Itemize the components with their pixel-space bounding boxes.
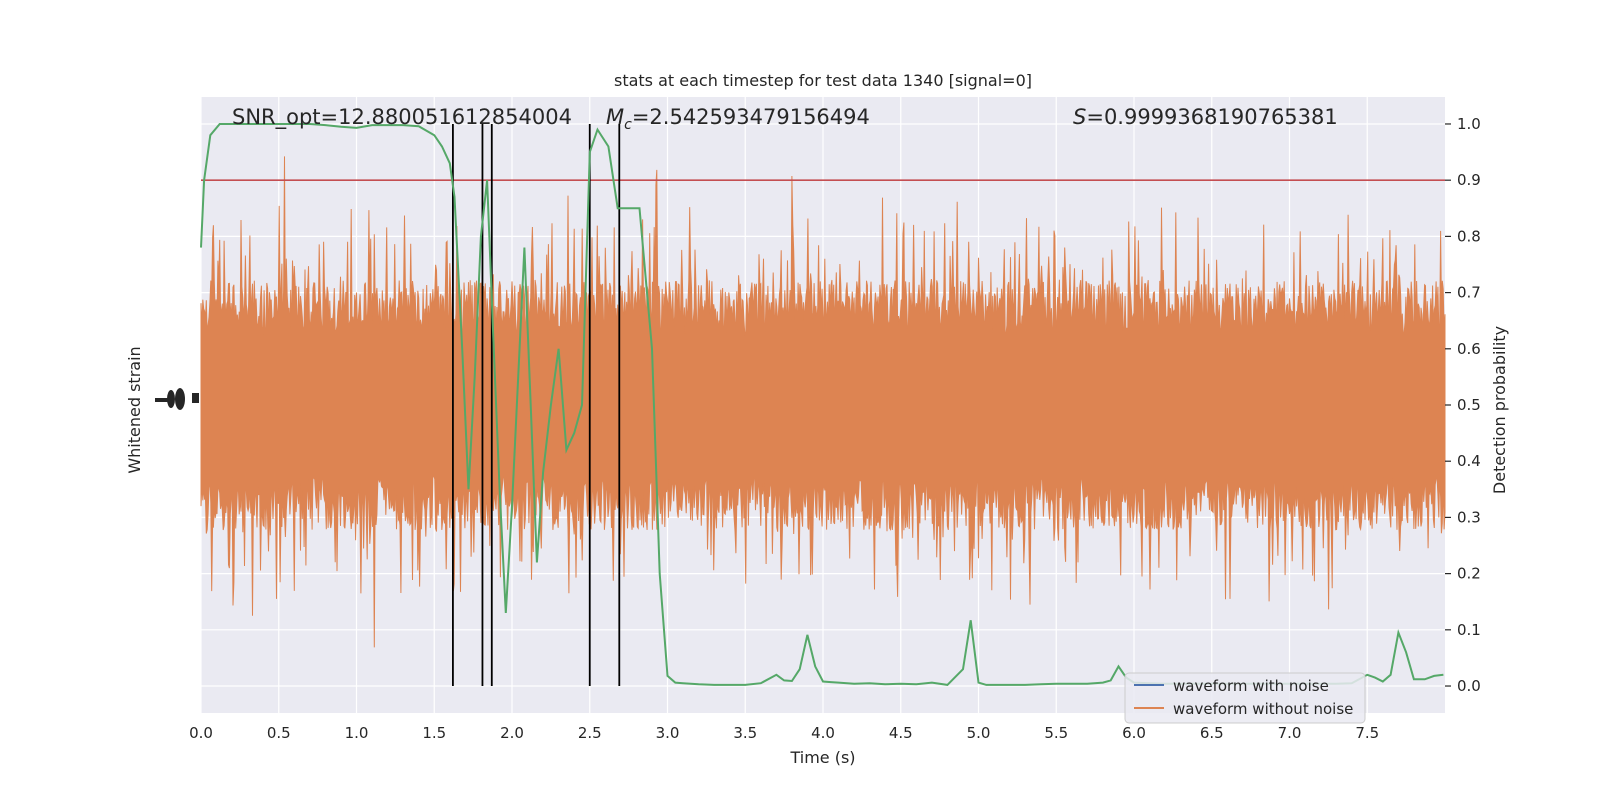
x-tick-label: 1.0 <box>345 724 369 742</box>
x-tick-label: 2.0 <box>500 724 524 742</box>
y-tick-label: 0.5 <box>1457 396 1481 414</box>
x-tick-label: 1.5 <box>422 724 446 742</box>
y-tick-label: 0.1 <box>1457 621 1481 639</box>
x-tick-label: 4.0 <box>811 724 835 742</box>
x-tick-label: 3.0 <box>656 724 680 742</box>
x-tick-label: 0.5 <box>267 724 291 742</box>
y-axis-ticks-right: 0.0 0.1 0.2 0.3 0.4 0.5 0.6 0.7 0.8 0.9 1.0 <box>1445 115 1481 695</box>
s-symbol: S <box>1073 105 1086 129</box>
x-tick-label: 5.5 <box>1044 724 1068 742</box>
mc-annotation: Mc=2.542593479156494 <box>606 105 870 133</box>
x-tick-label: 6.0 <box>1122 724 1146 742</box>
y-tick-label: 0.3 <box>1457 508 1481 526</box>
y-tick-label: 0.0 <box>1457 677 1481 695</box>
mc-subscript: c <box>624 117 632 133</box>
y-tick-label: 1.0 <box>1457 115 1481 133</box>
y-tick-label: 0.6 <box>1457 340 1481 358</box>
y-tick-label: 0.8 <box>1457 227 1481 245</box>
legend-label-without-noise: waveform without noise <box>1173 700 1353 718</box>
chart-title: stats at each timestep for test data 134… <box>614 71 1032 90</box>
y-tick-label: 0.7 <box>1457 284 1481 302</box>
left-axis-tick-clutter <box>155 388 199 410</box>
x-tick-label: 7.0 <box>1278 724 1302 742</box>
y-tick-label: 0.4 <box>1457 452 1481 470</box>
strain-without-noise-trace <box>200 156 1446 648</box>
s-value: =0.9999368190765381 <box>1086 105 1337 129</box>
x-axis-ticks: 0.0 0.5 1.0 1.5 2.0 2.5 3.0 3.5 4.0 4.5 5.0 5.5 6.0 6… <box>189 724 1379 742</box>
x-tick-label: 7.5 <box>1355 724 1379 742</box>
s-annotation: S=0.9999368190765381 <box>1073 105 1338 129</box>
x-tick-label: 6.5 <box>1200 724 1224 742</box>
y-axis-label-right: Detection probability <box>1490 326 1509 494</box>
x-tick-label: 3.5 <box>733 724 757 742</box>
x-tick-label: 2.5 <box>578 724 602 742</box>
x-tick-label: 4.5 <box>889 724 913 742</box>
legend: waveform with noise waveform without noi… <box>1124 672 1366 724</box>
x-tick-label: 0.0 <box>189 724 213 742</box>
legend-label-with-noise: waveform with noise <box>1173 677 1329 695</box>
y-tick-label: 0.2 <box>1457 565 1481 583</box>
x-tick-label: 5.0 <box>967 724 991 742</box>
mc-symbol: M <box>606 105 624 129</box>
y-axis-label-left: Whitened strain <box>125 346 144 473</box>
legend-box <box>1124 672 1366 724</box>
snr-annotation: SNR_opt=12.880051612854004 <box>232 105 572 130</box>
mc-value: =2.542593479156494 <box>632 105 870 129</box>
x-axis-label: Time (s) <box>789 748 855 767</box>
y-tick-label: 0.9 <box>1457 171 1481 189</box>
strain-band <box>200 156 1446 648</box>
